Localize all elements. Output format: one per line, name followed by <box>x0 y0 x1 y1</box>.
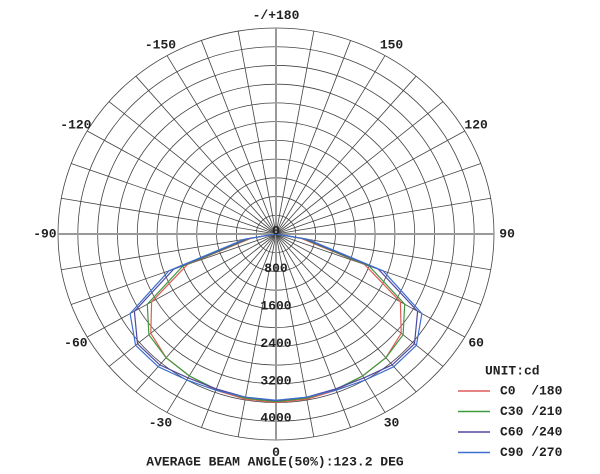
theta-tick-label: 120 <box>464 117 488 132</box>
spoke <box>275 40 351 235</box>
spoke <box>275 101 444 235</box>
unit-label: UNIT:cd <box>485 363 540 378</box>
spoke <box>275 130 465 235</box>
legend-label: C0 /180 <box>500 383 563 398</box>
r-tick-label: 4000 <box>260 411 291 426</box>
intensity-curve <box>150 233 402 404</box>
r-tick-label: 1600 <box>260 298 291 313</box>
spoke <box>275 233 315 437</box>
intensity-curve <box>146 233 406 403</box>
intensity-curve <box>129 233 423 401</box>
beam-angle-caption: AVERAGE BEAM ANGLE(50%):123.2 DEG <box>146 454 404 469</box>
theta-tick-label: 90 <box>499 226 515 241</box>
theta-tick-label: -30 <box>149 416 173 431</box>
spoke <box>275 233 491 271</box>
r-tick-label: 3200 <box>260 373 291 388</box>
legend-label: C60 /240 <box>500 424 563 439</box>
spoke <box>275 163 481 235</box>
spoke <box>237 31 277 235</box>
spoke <box>61 233 277 271</box>
theta-tick-label: -90 <box>33 226 57 241</box>
theta-tick-label: -60 <box>64 336 88 351</box>
theta-tick-label: 30 <box>384 416 400 431</box>
theta-tick-label: -120 <box>60 117 91 132</box>
theta-tick-label: 60 <box>468 336 484 351</box>
spoke <box>275 55 386 235</box>
theta-tick-label: -150 <box>145 37 176 52</box>
spoke <box>71 163 277 235</box>
spoke <box>166 233 277 413</box>
spoke <box>275 75 417 235</box>
spoke <box>87 233 277 338</box>
spoke <box>108 101 277 235</box>
theta-tick-label: 150 <box>380 37 404 52</box>
spoke <box>275 197 491 235</box>
spoke <box>61 197 277 235</box>
spoke <box>275 233 351 428</box>
spoke <box>166 55 277 235</box>
theta-tick-label: 0 <box>272 445 280 460</box>
r-tick-label: 800 <box>264 261 288 276</box>
spoke <box>275 233 417 393</box>
spoke <box>108 233 277 367</box>
r-tick-label: 0 <box>272 223 280 238</box>
legend-label: C90 /270 <box>500 445 563 460</box>
spoke <box>87 130 277 235</box>
spoke <box>275 233 465 338</box>
spoke <box>275 233 444 367</box>
spoke <box>201 233 277 428</box>
spoke <box>135 75 277 235</box>
legend-label: C30 /210 <box>500 404 563 419</box>
spoke <box>201 40 277 235</box>
r-tick-label: 2400 <box>260 336 291 351</box>
spoke <box>275 233 386 413</box>
spoke <box>135 233 277 393</box>
spoke <box>237 233 277 437</box>
theta-tick-label: -/+180 <box>253 8 300 23</box>
spoke <box>275 31 315 235</box>
